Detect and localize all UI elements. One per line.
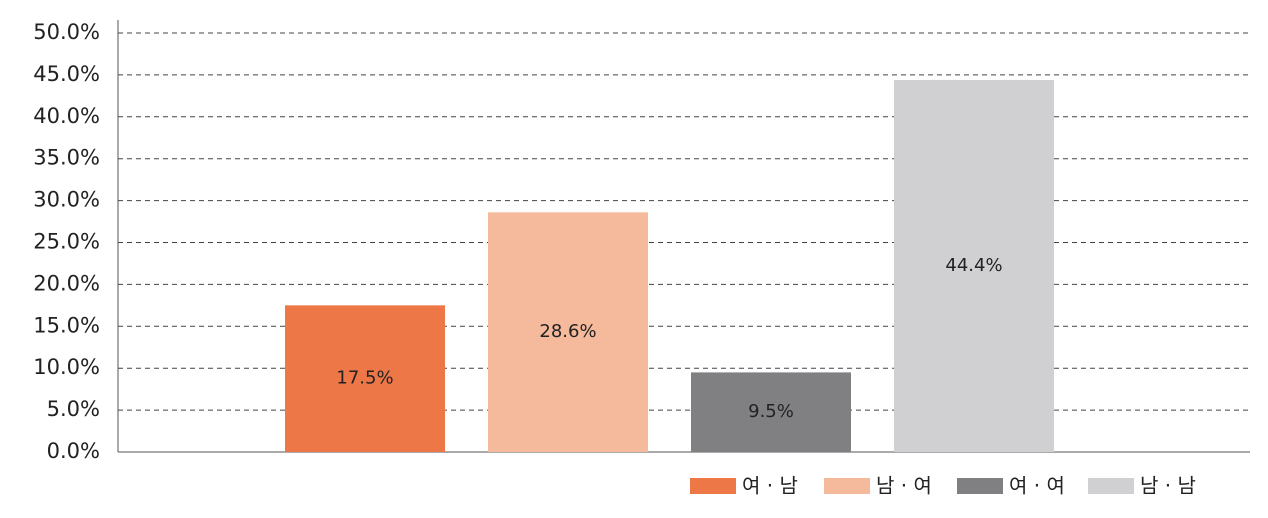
bar [894, 79, 1054, 452]
value-label: 17.5% [336, 368, 393, 389]
y-tick-label: 45.0% [33, 62, 100, 86]
y-tick-label: 0.0% [47, 439, 100, 463]
y-tick-label: 20.0% [33, 271, 100, 295]
bar [285, 305, 445, 452]
y-tick-label: 5.0% [47, 397, 100, 421]
value-label: 9.5% [748, 401, 794, 422]
legend-label: 여 · 여 [1009, 474, 1065, 498]
bar [691, 372, 851, 452]
legend-label: 남 · 여 [876, 474, 932, 498]
y-tick-label: 30.0% [33, 188, 100, 212]
value-label: 28.6% [539, 321, 596, 342]
legend-swatch [957, 478, 1003, 494]
y-tick-label: 50.0% [33, 20, 100, 44]
legend-swatch [1088, 478, 1134, 494]
y-tick-label: 40.0% [33, 104, 100, 128]
value-label: 44.4% [945, 255, 1002, 276]
legend-swatch [824, 478, 870, 494]
legend-label: 남 · 남 [1140, 474, 1196, 498]
legend-swatch [690, 478, 736, 494]
legend-label: 여 · 남 [742, 474, 798, 498]
y-tick-label: 25.0% [33, 230, 100, 254]
y-tick-label: 35.0% [33, 146, 100, 170]
y-tick-label: 15.0% [33, 313, 100, 337]
y-tick-label: 10.0% [33, 355, 100, 379]
bar [488, 212, 648, 452]
